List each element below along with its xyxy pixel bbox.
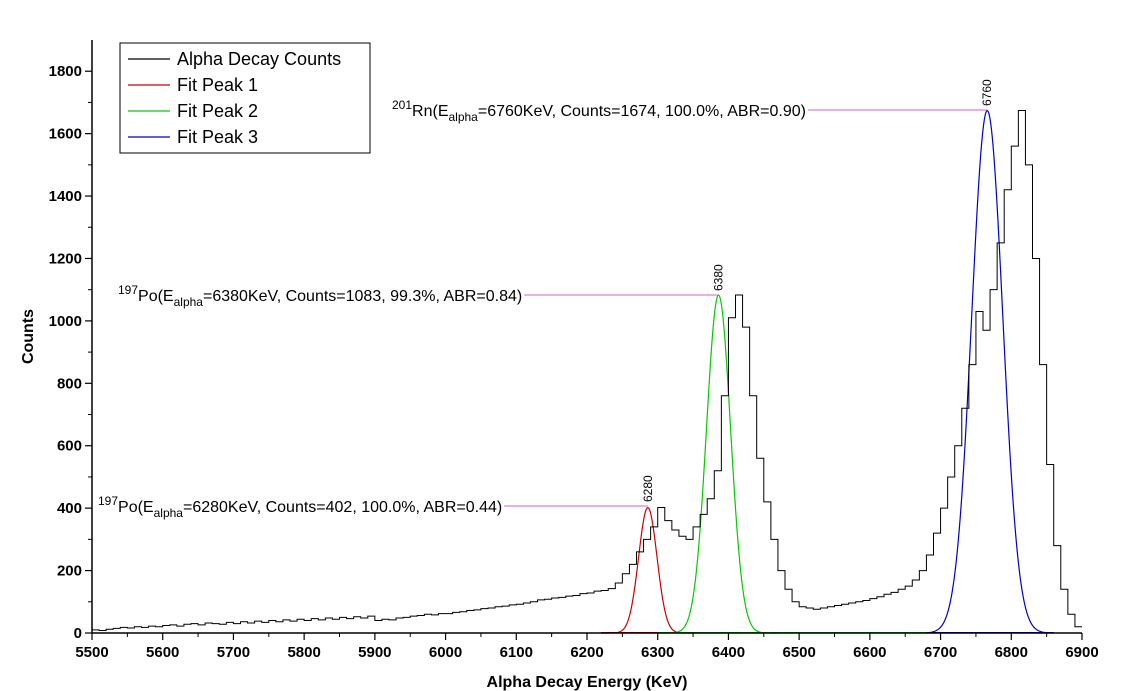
fit-curve-1: [601, 506, 694, 634]
x-tick-label: 6300: [641, 644, 674, 661]
x-tick-label: 6600: [853, 644, 886, 661]
plot-area: [91, 109, 1082, 634]
y-tick-label: 1800: [49, 63, 82, 80]
x-tick-label: 5700: [217, 644, 250, 661]
annotations: 197Po(Ealpha=6280KeV, Counts=402, 100.0%…: [98, 79, 994, 520]
axes: 5500 5600 5700 5800 5900 6000 6100 6200 6300 6400…: [20, 40, 1099, 691]
x-tick-label: 6700: [924, 644, 957, 661]
y-tick-label: 1600: [49, 126, 82, 143]
peak-energy-label: 6280: [641, 475, 655, 502]
x-tick-label: 6400: [712, 644, 745, 661]
x-tick-label: 6800: [995, 644, 1028, 661]
fit-curve-2: [657, 294, 778, 634]
legend-label: Fit Peak 2: [177, 101, 258, 121]
legend-box: [119, 42, 371, 154]
x-tick-label: 6100: [500, 644, 533, 661]
y-tick-label: 400: [57, 500, 82, 517]
y-tick-label: 1400: [49, 188, 82, 205]
x-axis-title: Alpha Decay Energy (KeV): [487, 674, 688, 691]
y-tick-label: 200: [57, 563, 82, 580]
y-tick-label: 0: [74, 625, 82, 642]
peak-annotation-1: 197Po(Ealpha=6280KeV, Counts=402, 100.0%…: [98, 494, 502, 520]
legend-label: Fit Peak 1: [177, 75, 258, 95]
x-tick-label: 6200: [570, 644, 603, 661]
peak-energy-label: 6380: [712, 264, 726, 291]
peak-annotation-2: 197Po(Ealpha=6380KeV, Counts=1083, 99.3%…: [118, 283, 522, 309]
peak-energy-label: 6760: [980, 79, 994, 106]
x-tick-label: 6000: [429, 644, 462, 661]
x-tick-label: 5800: [287, 644, 320, 661]
y-tick-label: 600: [57, 438, 82, 455]
peak-annotation-3: 201Rn(Ealpha=6760KeV, Counts=1674, 100.0…: [392, 98, 806, 124]
x-tick-label: 5600: [146, 644, 179, 661]
y-tick-label: 800: [57, 375, 82, 392]
fit-curve-3: [926, 109, 1054, 634]
legend: Alpha Decay Counts Fit Peak 1 Fit Peak 2 Fi…: [119, 42, 371, 154]
x-tick-label: 6900: [1065, 644, 1098, 661]
y-tick-label: 1200: [49, 250, 82, 267]
y-tick-label: 1000: [49, 313, 82, 330]
x-tick-label: 5900: [358, 644, 391, 661]
histogram-series: [91, 110, 1082, 633]
legend-label: Fit Peak 3: [177, 127, 258, 147]
x-tick-label: 5500: [75, 644, 108, 661]
x-tick-label: 6500: [782, 644, 815, 661]
y-axis-title: Counts: [20, 309, 37, 364]
legend-label: Alpha Decay Counts: [177, 49, 341, 69]
